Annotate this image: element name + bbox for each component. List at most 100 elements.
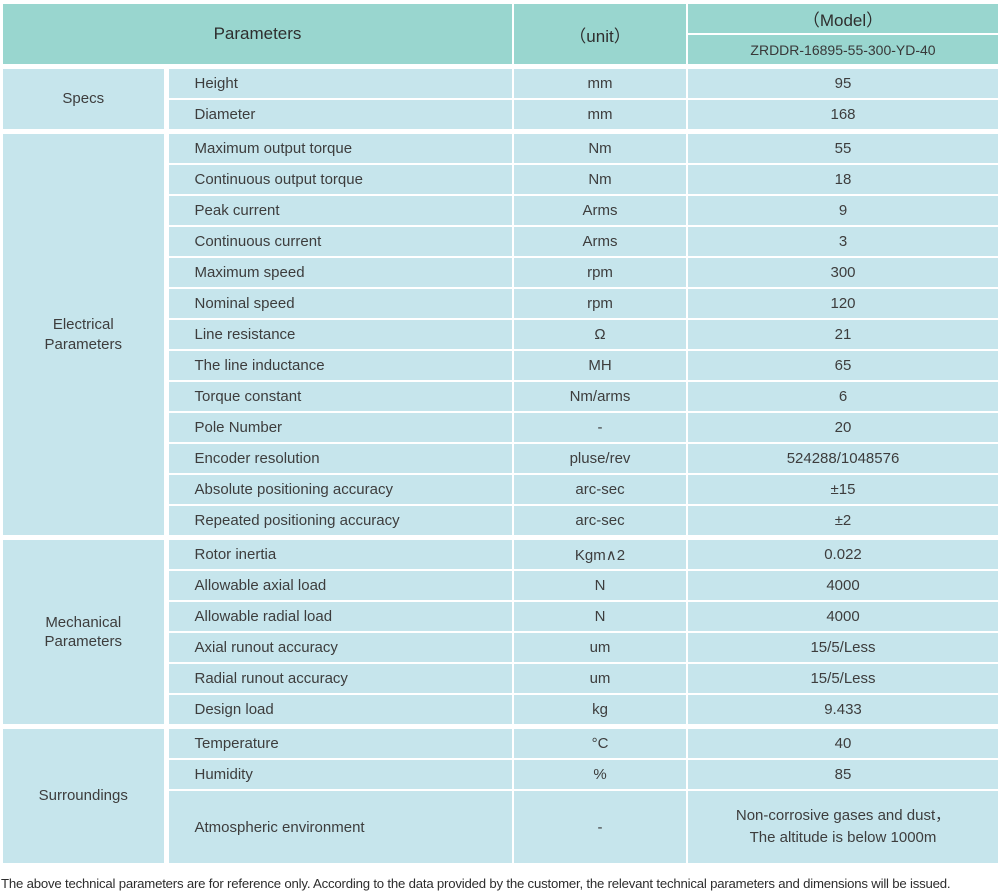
value-cell: 0.022 [686,535,1000,571]
parameter-name-cell: Encoder resolution [163,442,514,475]
parameter-name-cell: Diameter [163,98,514,133]
section-label: Mechanical Parameters [1,535,167,728]
parameter-name-cell: Continuous output torque [163,163,514,196]
unit-cell: um [512,631,688,664]
section-label: Surroundings [1,724,167,865]
parameter-name-cell: Humidity [163,758,514,791]
unit-cell: Kgm∧2 [512,535,688,571]
parameter-name-cell: Allowable axial load [163,569,514,602]
unit-cell: Arms [512,194,688,227]
parameter-name-cell: Height [163,64,514,100]
table-row: Peak current Arms 9 [2,194,1000,227]
value-cell: 40 [686,724,1000,760]
value-cell: 65 [686,349,1000,382]
unit-cell: °C [512,724,688,760]
unit-cell: N [512,600,688,633]
section-label: Electrical Parameters [1,129,167,539]
unit-cell: Ω [512,318,688,351]
table-row: Maximum speed rpm 300 [2,256,1000,289]
unit-cell: mm [512,64,688,100]
footer-note: The above technical parameters are for r… [1,876,951,891]
value-cell: 18 [686,163,1000,196]
value-cell: 85 [686,758,1000,791]
parameter-name-cell: Temperature [163,724,514,760]
parameter-name-cell: Maximum speed [163,256,514,289]
table-row: Encoder resolution pluse/rev 524288/104857… [2,442,1000,475]
table-row: Absolute positioning accuracy arc-sec ±15 [2,473,1000,506]
unit-cell: N [512,569,688,602]
parameter-name-cell: Torque constant [163,380,514,413]
parameter-name-cell: Absolute positioning accuracy [163,473,514,506]
unit-cell: rpm [512,256,688,289]
table-row: Continuous current Arms 3 [2,225,1000,258]
value-cell: 55 [686,129,1000,165]
value-cell: 15/5/Less [686,662,1000,695]
table-row: The line inductance MH 65 [2,349,1000,382]
value-cell: ±15 [686,473,1000,506]
value-cell: 4000 [686,600,1000,633]
section-label: Specs [1,64,167,133]
table-row: Continuous output torque Nm 18 [2,163,1000,196]
header-model: （Model） [686,2,1000,35]
table-row: Diameter mm 168 [2,98,1000,133]
unit-cell: - [512,789,688,865]
unit-cell: Nm [512,163,688,196]
table-row: Axial runout accuracy um 15/5/Less [2,631,1000,664]
value-cell: 300 [686,256,1000,289]
value-cell: 95 [686,64,1000,100]
header-row-1: Parameters （unit） （Model） [1,2,1000,68]
parameter-name-cell: Rotor inertia [163,535,514,571]
parameter-name-cell: Axial runout accuracy [163,631,514,664]
unit-cell: mm [512,98,688,133]
table-row: Specs Height mm 95 [1,64,1000,133]
parameter-name-cell: Continuous current [163,225,514,258]
table-row: Pole Number -20 [2,411,1000,444]
parameter-name-cell: The line inductance [163,349,514,382]
header-unit: （unit） [512,2,688,68]
table-row: Mechanical Parameters Rotor inertia Kgm∧2 0… [1,535,1000,728]
table-row: Allowable axial load N 4000 [2,569,1000,602]
header-model-code: ZRDDR-16895-55-300-YD-40 [686,33,1000,68]
parameter-name-cell: Maximum output torque [163,129,514,165]
parameter-name-cell: Pole Number [163,411,514,444]
unit-cell: arc-sec [512,473,688,506]
unit-cell: kg [512,693,688,728]
table-row: Line resistance Ω 21 [2,318,1000,351]
parameters-table: Parameters （unit） （Model） ZRDDR-16895-55… [1,2,1000,865]
value-cell: 9 [686,194,1000,227]
table-row: Surroundings Temperature °C 40 [1,724,1000,865]
table-row: Design load kg 9.433 [2,693,1000,728]
parameter-name-cell: Line resistance [163,318,514,351]
unit-cell: % [512,758,688,791]
unit-cell: Nm [512,129,688,165]
unit-cell: arc-sec [512,504,688,539]
value-cell: Non-corrosive gases and dust， The altitu… [686,789,1000,865]
table-row: Atmospheric environment - Non-corrosive ga… [2,789,1000,865]
table-body: Specs Height mm 95 Diameter mm 168 Electrical P… [1,64,1000,865]
table-row: Electrical Parameters Maximum output torq… [1,129,1000,539]
value-cell: 20 [686,411,1000,444]
value-cell: 9.433 [686,693,1000,728]
table-row: Humidity% 85 [2,758,1000,791]
parameter-name-cell: Atmospheric environment [163,789,514,865]
table-header: Parameters （unit） （Model） ZRDDR-16895-55… [1,2,1000,68]
parameter-name-cell: Allowable radial load [163,600,514,633]
parameter-name-cell: Peak current [163,194,514,227]
table-row: Torque constant Nm/arms 6 [2,380,1000,413]
table-row: Nominal speed rpm 120 [2,287,1000,320]
parameter-name-cell: Repeated positioning accuracy [163,504,514,539]
table-row: Radial runout accuracy um 15/5/Less [2,662,1000,695]
unit-cell: rpm [512,287,688,320]
unit-cell: - [512,411,688,444]
table-row: Repeated positioning accuracy arc-sec ±2 [2,504,1000,539]
value-cell: 524288/1048576 [686,442,1000,475]
unit-cell: Arms [512,225,688,258]
header-row-2: ZRDDR-16895-55-300-YD-40 [2,33,1000,68]
value-cell: 120 [686,287,1000,320]
value-cell: ±2 [686,504,1000,539]
value-cell: 3 [686,225,1000,258]
unit-cell: Nm/arms [512,380,688,413]
parameter-name-cell: Nominal speed [163,287,514,320]
parameter-name-cell: Design load [163,693,514,728]
